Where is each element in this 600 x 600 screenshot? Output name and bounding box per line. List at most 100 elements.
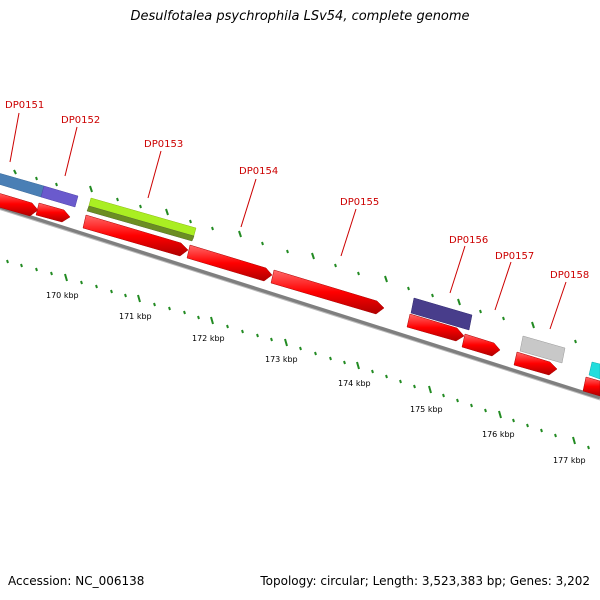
feature-DP0152 bbox=[40, 185, 79, 208]
cds-arrow bbox=[461, 333, 501, 357]
cds-track bbox=[0, 193, 600, 397]
upper-tick bbox=[457, 298, 461, 306]
upper-tick bbox=[407, 286, 410, 291]
scale-dot bbox=[343, 360, 346, 365]
scale-label: 174 kbp bbox=[338, 379, 371, 388]
scale-dot bbox=[526, 423, 529, 428]
scale-dot bbox=[6, 259, 9, 264]
scale-dot bbox=[226, 324, 229, 329]
feature-DP0153-dark bbox=[86, 205, 195, 242]
upper-tick bbox=[55, 182, 58, 187]
scale-dot bbox=[512, 418, 515, 423]
scale-label: 175 kbp bbox=[410, 405, 443, 414]
upper-tick bbox=[311, 252, 315, 260]
scale-dot bbox=[587, 445, 590, 450]
scale-major-tick bbox=[356, 361, 360, 370]
map-title: Desulfotalea psychrophila LSv54, complet… bbox=[130, 9, 470, 24]
cds-arrow bbox=[35, 202, 71, 223]
scale-major-tick bbox=[64, 273, 68, 282]
cds-arrow bbox=[513, 351, 558, 376]
upper-tick bbox=[357, 271, 360, 276]
scale-major-tick bbox=[428, 385, 432, 394]
scale-label: 172 kbp bbox=[192, 334, 225, 343]
scale-dot bbox=[153, 302, 156, 307]
gene-label: DP0154 bbox=[239, 166, 278, 177]
label-leaders bbox=[9, 112, 567, 330]
scale-major-tick bbox=[210, 316, 214, 325]
upper-tick bbox=[189, 219, 192, 224]
upper-tick bbox=[13, 169, 17, 175]
scale-major-tick bbox=[572, 436, 576, 445]
upper-tick bbox=[384, 275, 388, 283]
cds-arrow bbox=[582, 376, 600, 397]
leader-DP0152 bbox=[64, 126, 78, 177]
scale-dot bbox=[371, 369, 374, 374]
genome-backbone-shadow bbox=[0, 209, 600, 401]
scale-dot bbox=[456, 398, 459, 403]
scale-dot bbox=[168, 306, 171, 311]
cds-arrow bbox=[270, 269, 385, 315]
gene-label: DP0153 bbox=[144, 139, 183, 150]
accession-label: Accession: NC_006138 bbox=[8, 574, 145, 588]
scale-dot bbox=[35, 267, 38, 272]
feature-cyan bbox=[588, 361, 600, 380]
leader-DP0156 bbox=[449, 245, 466, 294]
scale-dot bbox=[554, 433, 557, 438]
scale-labels: 170 kbp 171 kbp 172 kbp 173 kbp 174 kbp … bbox=[46, 291, 586, 465]
scale-dot bbox=[50, 271, 53, 276]
leader-DP0155 bbox=[340, 208, 357, 257]
scale-dot bbox=[484, 408, 487, 413]
upper-tick bbox=[35, 176, 38, 181]
gene-label: DP0158 bbox=[550, 270, 589, 281]
scale-dot bbox=[299, 346, 302, 351]
scale-dot bbox=[399, 379, 402, 384]
scale-label: 171 kbp bbox=[119, 312, 152, 321]
scale-major-tick bbox=[498, 410, 502, 419]
genome-backbone bbox=[0, 205, 600, 400]
scale-dot bbox=[314, 351, 317, 356]
upper-tick bbox=[261, 241, 264, 246]
feature-DP0151 bbox=[0, 173, 45, 198]
leader-DP0158 bbox=[549, 281, 567, 330]
scale-dot bbox=[241, 329, 244, 334]
scale-dot bbox=[413, 384, 416, 389]
gene-label: DP0157 bbox=[495, 251, 534, 262]
gene-features bbox=[0, 173, 600, 380]
upper-tick bbox=[431, 293, 434, 298]
gene-label: DP0156 bbox=[449, 235, 488, 246]
cds-arrow bbox=[186, 244, 273, 282]
upper-tick-ruler bbox=[13, 169, 577, 344]
gene-label: DP0152 bbox=[61, 115, 100, 126]
gene-label: DP0151 bbox=[5, 100, 44, 111]
leader-DP0154 bbox=[240, 178, 257, 228]
scale-dot bbox=[95, 284, 98, 289]
upper-tick bbox=[211, 226, 214, 231]
upper-tick bbox=[502, 316, 505, 321]
leader-DP0151 bbox=[9, 112, 20, 163]
upper-tick bbox=[334, 263, 337, 268]
cds-arrow bbox=[82, 214, 189, 257]
scale-label: 173 kbp bbox=[265, 355, 298, 364]
leader-DP0157 bbox=[494, 261, 512, 311]
scale-dot bbox=[385, 374, 388, 379]
upper-tick bbox=[139, 204, 142, 209]
scale-dot bbox=[470, 403, 473, 408]
leader-DP0153 bbox=[147, 150, 162, 199]
cds-arrow bbox=[0, 193, 39, 217]
scale-dot bbox=[110, 289, 113, 294]
scale-dot bbox=[442, 393, 445, 398]
upper-tick bbox=[89, 185, 93, 193]
gene-label: DP0155 bbox=[340, 197, 379, 208]
scale-dot bbox=[197, 315, 200, 320]
scale-dot bbox=[329, 356, 332, 361]
scale-major-tick bbox=[137, 294, 141, 303]
scale-label: 176 kbp bbox=[482, 430, 515, 439]
upper-tick bbox=[116, 197, 119, 202]
scale-dot bbox=[270, 337, 273, 342]
upper-tick bbox=[574, 339, 577, 344]
scale-dot bbox=[256, 333, 259, 338]
scale-label: 170 kbp bbox=[46, 291, 79, 300]
genome-summary: Topology: circular; Length: 3,523,383 bp… bbox=[260, 574, 590, 588]
scale-dot bbox=[124, 293, 127, 298]
